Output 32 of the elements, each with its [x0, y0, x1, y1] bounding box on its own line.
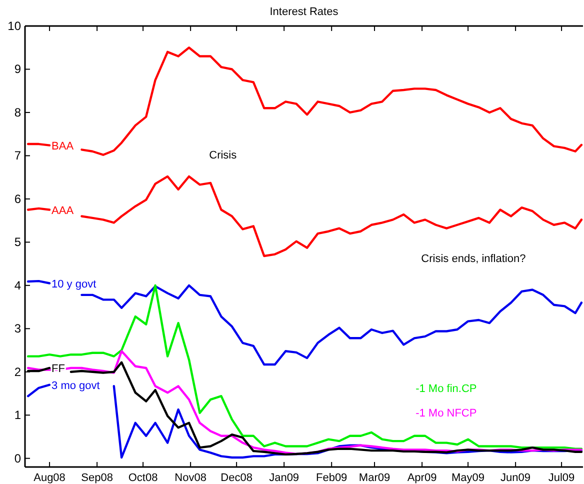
series-label: 3 mo govt	[52, 380, 100, 392]
annotation: Crisis	[209, 149, 238, 162]
x-tick-label: May09	[452, 472, 485, 484]
x-tick-label: Aug08	[34, 472, 66, 484]
y-tick-label: 0	[14, 451, 22, 466]
x-tick-label: Apr09	[407, 472, 437, 484]
text: -1 Mo fin.CP	[416, 383, 477, 396]
y-tick-label: 4	[14, 278, 22, 292]
y-tick-label: 3	[14, 322, 22, 336]
x-tick-label: Jul09	[548, 472, 575, 484]
x-tick-label: Nov08	[174, 472, 206, 484]
y-tick-label: 10	[8, 19, 22, 33]
x-tick-label: Sep08	[81, 472, 113, 484]
series-label: BAA	[52, 140, 74, 152]
y-tick-label: 8	[14, 105, 22, 120]
y-tick-label: 5	[14, 235, 22, 250]
annotation: Crisis ends, inflation?	[421, 252, 526, 265]
x-tick-label: Oct08	[128, 472, 158, 484]
x-tick-label: Jun09	[500, 472, 531, 484]
y-tick-label: 9	[14, 62, 22, 76]
x-tick-label: Jan09	[269, 472, 300, 484]
y-tick-label: 2	[14, 364, 22, 379]
series-label: AAA	[52, 204, 74, 217]
y-tick-label: 1	[14, 408, 22, 422]
y-tick-label: 6	[14, 192, 22, 206]
series-label: 10 y govt	[52, 278, 96, 290]
text: -1 Mo NFCP	[416, 407, 477, 420]
x-tick-label: Feb09	[316, 472, 348, 484]
y-tick-label: 7	[14, 148, 22, 163]
chart-title: Interest Rates	[270, 6, 339, 18]
x-tick-label: Mar09	[358, 472, 390, 484]
x-tick-label: Dec08	[220, 472, 252, 484]
